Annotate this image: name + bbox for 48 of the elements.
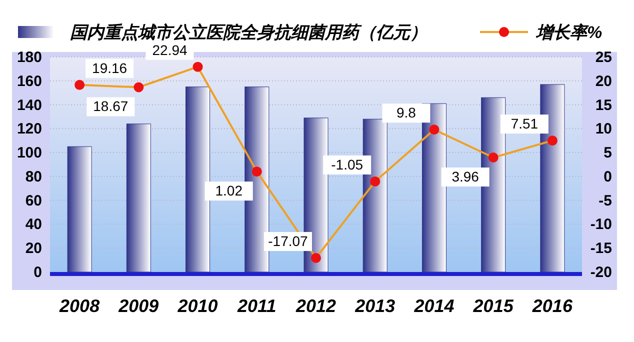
bar: [481, 97, 506, 272]
bar: [422, 103, 446, 272]
y2-tick-label: -15: [590, 240, 612, 258]
data-label: 3.96: [452, 168, 480, 185]
bar: [186, 86, 210, 272]
data-label: 7.51: [510, 116, 538, 132]
y2-tick-label: 25: [595, 49, 612, 66]
y-tick-label: 160: [16, 72, 42, 90]
legend-label: 增长率%: [535, 23, 602, 42]
data-label: 19.16: [92, 60, 128, 76]
y-tick-label: 0: [34, 264, 42, 281]
bar: [67, 146, 92, 272]
y-tick-label: 60: [25, 192, 42, 210]
x-tick-label: 2013: [354, 296, 396, 316]
y-tick-label: 80: [25, 168, 42, 186]
data-label: 18.67: [93, 98, 128, 114]
bar: [126, 124, 151, 272]
y2-tick-label: 10: [595, 120, 612, 138]
y2-tick-label: -5: [598, 192, 612, 210]
y2-tick-label: -20: [590, 264, 612, 281]
y2-tick-label: 20: [595, 72, 612, 90]
bar: [362, 118, 388, 272]
y-tick-label: 120: [16, 120, 42, 138]
data-label: 9.8: [396, 104, 416, 121]
y-tick-label: 180: [16, 49, 42, 66]
x-tick-label: 2008: [58, 296, 100, 316]
bar: [244, 86, 270, 272]
y2-tick-label: -10: [590, 216, 612, 234]
y2-tick-label: 15: [595, 96, 612, 114]
legend-label: 国内重点城市公立医院全身抗细菌用药（亿元）: [70, 23, 427, 42]
y-tick-label: 100: [16, 144, 42, 162]
y-tick-label: 20: [25, 240, 42, 258]
x-tick-label: 2014: [413, 296, 454, 316]
bar: [540, 84, 565, 272]
y2-tick-label: 5: [604, 144, 612, 162]
x-tick-label: 2016: [531, 296, 574, 316]
x-tick-label: 2010: [176, 296, 218, 316]
data-label: -17.07: [268, 233, 308, 249]
x-tick-label: 2011: [236, 296, 276, 316]
x-tick-label: 2009: [118, 296, 159, 316]
data-label: 22.94: [152, 42, 188, 58]
y-tick-label: 140: [16, 96, 42, 114]
y2-tick-label: 0: [604, 168, 612, 186]
x-tick-label: 2012: [294, 296, 336, 316]
data-label: 1.02: [215, 182, 243, 199]
data-label: -1.05: [331, 156, 364, 172]
y-tick-label: 40: [25, 216, 42, 234]
x-tick-label: 2015: [472, 296, 514, 316]
